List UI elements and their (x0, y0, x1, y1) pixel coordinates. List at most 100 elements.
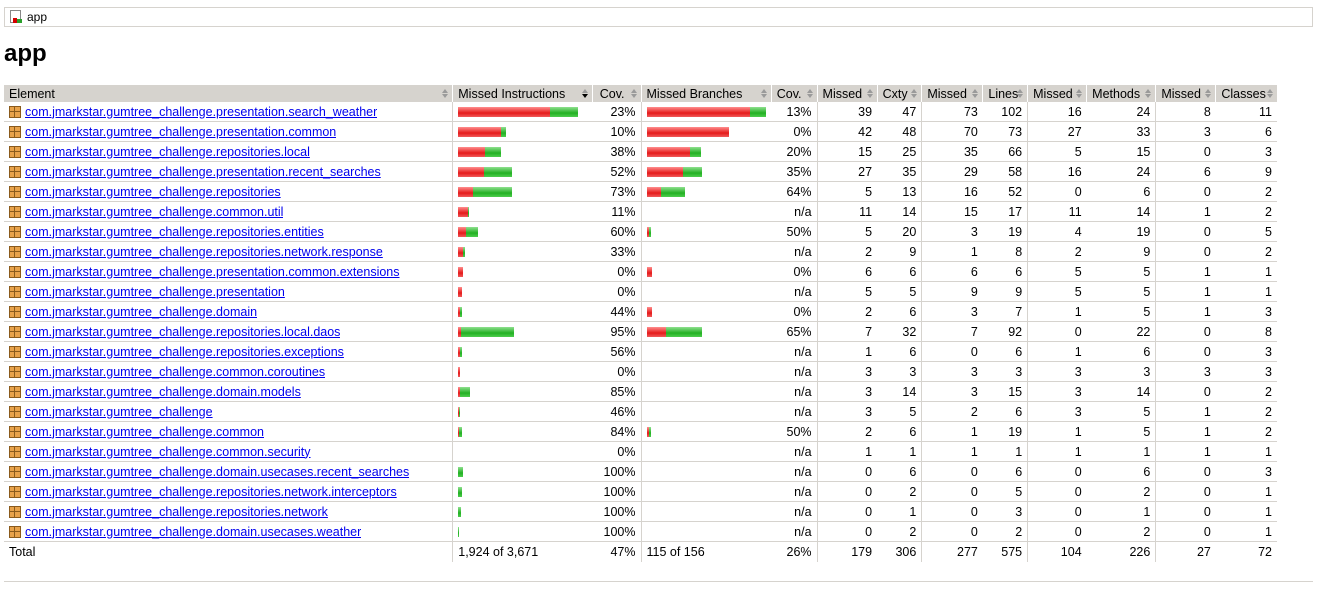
col-instructions-coverage[interactable]: Cov. (591, 85, 641, 102)
missed-branches-cell (640, 401, 772, 422)
package-link[interactable]: com.jmarkstar.gumtree_challenge.reposito… (25, 224, 324, 239)
package-icon (9, 385, 21, 398)
col-branches-coverage[interactable]: Cov. (770, 85, 818, 102)
col-classes[interactable]: Classes (1215, 85, 1277, 102)
classes-missed: 0 (1155, 241, 1216, 262)
total-branches-coverage: 26% (771, 541, 818, 562)
cxty-missed: 5 (816, 181, 878, 202)
classes-missed: 1 (1155, 421, 1216, 442)
col-methods-missed[interactable]: Missed (1027, 85, 1087, 102)
instructions-coverage: 100% (592, 461, 641, 482)
col-element[interactable]: Element (4, 85, 453, 102)
total-methods-missed: 104 (1027, 541, 1087, 562)
missed-branches-cell (640, 501, 772, 522)
lines-total: 6 (982, 401, 1028, 422)
package-link[interactable]: com.jmarkstar.gumtree_challenge.presenta… (25, 284, 285, 299)
column-header-label: Cxty (882, 86, 908, 101)
package-link[interactable]: com.jmarkstar.gumtree_challenge.domain (25, 304, 258, 319)
package-link[interactable]: com.jmarkstar.gumtree_challenge.reposito… (25, 344, 344, 359)
package-link[interactable]: com.jmarkstar.gumtree_challenge.reposito… (25, 184, 281, 199)
package-link[interactable]: com.jmarkstar.gumtree_challenge.domain.u… (25, 524, 362, 539)
missed-instructions-cell (452, 121, 593, 142)
missed-bar (646, 326, 666, 337)
package-link[interactable]: com.jmarkstar.gumtree_challenge.domain.m… (25, 384, 301, 399)
page-title: app (4, 40, 47, 67)
package-link[interactable]: com.jmarkstar.gumtree_challenge.reposito… (25, 244, 383, 259)
methods-missed: 0 (1027, 321, 1087, 342)
methods-missed: 1 (1027, 441, 1087, 462)
missed-branches-cell (640, 381, 772, 402)
methods-missed: 27 (1027, 121, 1087, 142)
lines-missed: 3 (921, 221, 983, 242)
footer-divider (4, 581, 1313, 582)
package-link[interactable]: com.jmarkstar.gumtree_challenge.reposito… (25, 484, 397, 499)
col-lines-missed[interactable]: Missed (921, 85, 983, 102)
missed-branches-cell (640, 141, 772, 162)
package-link[interactable]: com.jmarkstar.gumtree_challenge.common.s… (25, 444, 311, 459)
lines-total: 8 (982, 241, 1028, 262)
classes-total: 3 (1215, 461, 1277, 482)
instructions-coverage: 33% (592, 241, 641, 262)
package-link[interactable]: com.jmarkstar.gumtree_challenge.common.u… (25, 204, 284, 219)
covered-bar (665, 326, 702, 337)
package-link[interactable]: com.jmarkstar.gumtree_challenge.presenta… (25, 124, 337, 139)
covered-bar (682, 166, 702, 177)
table-row: com.jmarkstar.gumtree_challenge.reposito… (4, 321, 1277, 342)
classes-total: 8 (1215, 321, 1277, 342)
package-link[interactable]: com.jmarkstar.gumtree_challenge.common (25, 424, 264, 439)
column-header-label: Cov. (776, 86, 802, 101)
branches-coverage: 65% (771, 321, 818, 342)
package-link[interactable]: com.jmarkstar.gumtree_challenge (25, 404, 213, 419)
classes-missed: 1 (1155, 301, 1216, 322)
column-header-label: Classes (1221, 86, 1266, 101)
table-row: com.jmarkstar.gumtree_challenge 46% n/a 3 5 2… (4, 401, 1277, 422)
package-link[interactable]: com.jmarkstar.gumtree_challenge.reposito… (25, 144, 310, 159)
cxty-total: 47 (877, 102, 922, 122)
missed-bar (646, 166, 683, 177)
cxty-total: 1 (877, 441, 922, 462)
covered-bar (648, 226, 651, 237)
classes-missed: 0 (1155, 521, 1216, 542)
element-cell: com.jmarkstar.gumtree_challenge.common.s… (4, 441, 453, 462)
col-classes-missed[interactable]: Missed (1155, 85, 1216, 102)
branches-coverage: 50% (771, 421, 818, 442)
col-methods[interactable]: Methods (1086, 85, 1156, 102)
missed-branches-cell (640, 201, 772, 222)
package-link[interactable]: com.jmarkstar.gumtree_challenge.reposito… (25, 324, 341, 339)
package-icon (9, 245, 21, 258)
missed-instructions-cell (452, 321, 593, 342)
col-lines[interactable]: Lines (982, 85, 1028, 102)
methods-missed: 3 (1027, 401, 1087, 422)
missed-instructions-cell (452, 361, 593, 382)
package-link[interactable]: com.jmarkstar.gumtree_challenge.reposito… (25, 504, 328, 519)
methods-missed: 1 (1027, 301, 1087, 322)
col-cxty[interactable]: Cxty (876, 85, 922, 102)
col-missed-instructions[interactable]: Missed Instructions (452, 85, 593, 102)
element-cell: com.jmarkstar.gumtree_challenge.domain (4, 301, 453, 322)
covered-bar (468, 206, 470, 217)
methods-missed: 0 (1027, 481, 1087, 502)
classes-total: 2 (1215, 381, 1277, 402)
package-icon (9, 325, 21, 338)
table-row: com.jmarkstar.gumtree_challenge.reposito… (4, 501, 1277, 522)
instructions-coverage-bar (458, 186, 587, 197)
classes-missed: 8 (1155, 102, 1216, 122)
lines-missed: 73 (921, 102, 983, 122)
instructions-coverage: 85% (592, 381, 641, 402)
package-link[interactable]: com.jmarkstar.gumtree_challenge.presenta… (25, 164, 381, 179)
table-row: com.jmarkstar.gumtree_challenge.reposito… (4, 481, 1277, 502)
instructions-coverage-bar (458, 286, 587, 297)
branches-coverage-bar (647, 407, 767, 417)
cxty-missed: 7 (816, 321, 878, 342)
missed-bar (458, 106, 551, 117)
package-link[interactable]: com.jmarkstar.gumtree_challenge.presenta… (25, 264, 400, 279)
missed-bar (646, 126, 729, 137)
package-link[interactable]: com.jmarkstar.gumtree_challenge.common.c… (25, 364, 326, 379)
classes-missed: 6 (1155, 161, 1216, 182)
instructions-coverage: 100% (592, 481, 641, 502)
package-link[interactable]: com.jmarkstar.gumtree_challenge.presenta… (25, 104, 378, 119)
package-link[interactable]: com.jmarkstar.gumtree_challenge.domain.u… (25, 464, 410, 479)
lines-total: 92 (982, 321, 1028, 342)
col-cxty-missed[interactable]: Missed (816, 85, 878, 102)
col-missed-branches[interactable]: Missed Branches (640, 85, 772, 102)
